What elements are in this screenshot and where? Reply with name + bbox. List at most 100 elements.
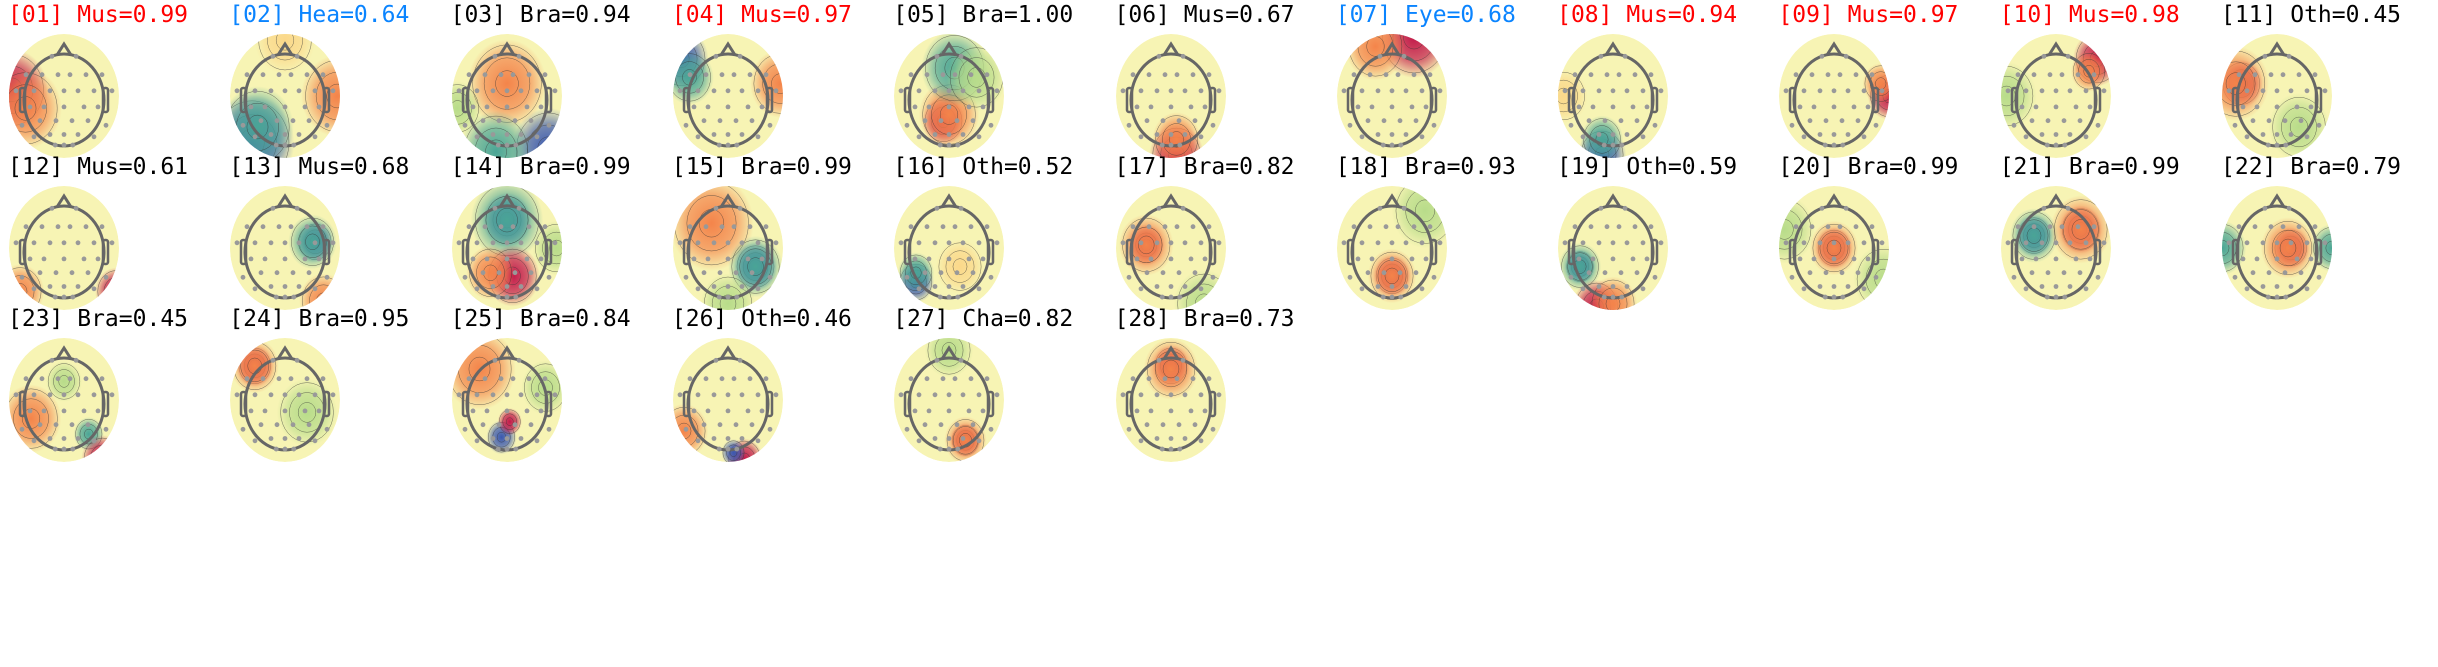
left-ear-icon: [903, 86, 912, 114]
electrode-marker: [1144, 270, 1149, 276]
electrode-marker: [2244, 88, 2250, 94]
electrode-marker: [1840, 294, 1846, 300]
contour-line: [1168, 131, 1184, 148]
electrode-marker: [316, 104, 322, 110]
electrode-marker: [1610, 240, 1616, 246]
nose-icon: [277, 193, 294, 208]
electrode-marker: [69, 118, 75, 124]
electrode-marker: [1347, 122, 1353, 128]
contour-line: [1162, 359, 1179, 379]
left-ear-icon: [1125, 86, 1133, 114]
left-ear-icon: [18, 238, 27, 266]
electrode-marker: [1865, 104, 1871, 110]
electrode-marker: [705, 104, 711, 110]
activation-blob: [1779, 195, 1816, 264]
nose-icon: [277, 345, 294, 360]
electrode-marker: [1168, 88, 1173, 94]
electrode-marker: [2232, 274, 2238, 280]
electrode-marker: [984, 376, 990, 382]
electrode-marker: [1176, 142, 1182, 148]
electrode-marker: [2075, 72, 2081, 78]
electrode-marker: [268, 88, 274, 94]
electrode-marker: [980, 104, 986, 110]
electrode-marker: [47, 284, 53, 289]
electrode-marker: [2298, 118, 2304, 124]
electrode-marker: [324, 274, 330, 280]
activation-blob: [749, 49, 783, 118]
electrode-marker: [1134, 256, 1139, 262]
electrode-marker: [282, 142, 288, 148]
electrode-marker: [2260, 132, 2266, 137]
electrode-marker: [504, 104, 509, 110]
electrode-marker: [932, 436, 938, 441]
electrode-marker: [109, 88, 115, 94]
electrode-marker: [1879, 88, 1885, 94]
electrode-marker: [1156, 205, 1161, 211]
electrode-marker: [1801, 88, 1807, 94]
contour-line: [945, 250, 975, 283]
electrode-marker: [763, 224, 769, 230]
electrode-marker: [312, 134, 318, 140]
electrode-marker: [2316, 274, 2322, 280]
electrode-marker: [474, 240, 479, 246]
electrode-marker: [695, 438, 701, 444]
electrode-marker: [2065, 205, 2071, 211]
electrode-marker: [1861, 286, 1867, 292]
left-ear-icon: [18, 390, 27, 418]
electrode-marker: [1176, 118, 1181, 124]
right-ear-icon: [1650, 238, 1659, 266]
electrode-marker: [1789, 122, 1795, 128]
electrode-marker: [534, 438, 539, 444]
electrode-marker: [958, 205, 964, 211]
electrode-marker: [2087, 256, 2093, 262]
electrode-marker: [1819, 53, 1825, 59]
topomap: [9, 338, 119, 462]
electrode-marker: [1783, 240, 1789, 246]
electrode-marker: [946, 256, 952, 262]
electrode-marker: [1823, 294, 1828, 300]
electrode-marker: [1138, 240, 1143, 246]
left-ear-icon: [2231, 86, 2240, 114]
electrode-marker: [70, 294, 76, 300]
contour-line: [1414, 199, 1435, 222]
electrode-marker: [268, 392, 274, 398]
electrode-marker: [492, 357, 497, 363]
electrode-marker: [290, 270, 296, 276]
electrode-marker: [302, 104, 308, 110]
electrode-marker: [966, 104, 972, 110]
topomap: [2000, 34, 2111, 158]
electrode-marker: [1148, 408, 1153, 414]
electrode-marker: [2041, 53, 2047, 59]
nose-icon: [2047, 41, 2064, 56]
electrode-marker: [83, 376, 89, 382]
component-topomap: [26] Oth=0.46: [664, 304, 885, 462]
electrode-marker: [1604, 72, 1610, 78]
activation-blob: [2009, 208, 2058, 263]
electrode-marker: [1619, 142, 1625, 148]
nose-icon: [498, 193, 515, 208]
electrode-marker: [932, 240, 938, 246]
electrode-marker: [288, 72, 294, 78]
electrode-marker: [13, 88, 19, 94]
electrode-marker: [1160, 422, 1165, 428]
electrode-marker: [934, 205, 940, 211]
contour-line: [686, 195, 737, 252]
contour-line: [451, 100, 465, 117]
electrode-marker: [1640, 286, 1646, 292]
electrode-marker: [495, 294, 501, 300]
activation-blob: [672, 403, 709, 459]
electrode-marker: [306, 270, 312, 276]
activation-blob: [465, 245, 515, 301]
electrode-marker: [695, 88, 701, 94]
electrode-marker: [1134, 104, 1139, 110]
electrode-marker: [731, 72, 737, 78]
electrode-marker: [2274, 104, 2280, 110]
electrode-marker: [932, 284, 938, 289]
component-label: [09] Mus=0.97: [1778, 2, 1959, 28]
electrode-marker: [1160, 270, 1165, 276]
electrode-marker: [1644, 256, 1650, 262]
electrode-marker: [1411, 72, 1417, 78]
electrode-marker: [95, 408, 101, 414]
electrode-marker: [1367, 224, 1373, 230]
right-ear-icon: [323, 390, 331, 418]
